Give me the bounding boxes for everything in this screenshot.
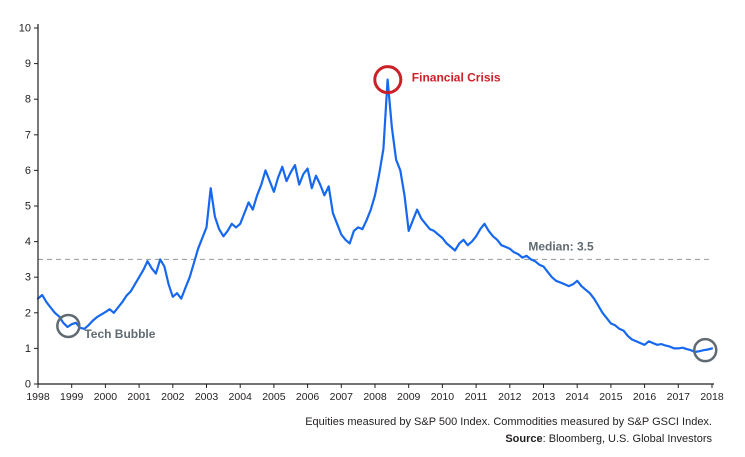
- x-tick-label: 1998: [26, 391, 50, 403]
- y-tick-label: 4: [25, 236, 31, 248]
- x-tick-label: 2002: [161, 391, 185, 403]
- source-line: Source: Bloomberg, U.S. Global Investors: [305, 431, 712, 448]
- measurement-note: Equities measured by S&P 500 Index. Comm…: [305, 416, 712, 428]
- annotation-circle: [373, 65, 403, 95]
- x-tick-label: 2007: [330, 391, 354, 403]
- x-tick-label: 2009: [397, 391, 421, 403]
- median-label: Median: 3.5: [528, 239, 594, 253]
- x-tick-label: 2005: [262, 391, 286, 403]
- x-tick-label: 2010: [431, 391, 455, 403]
- annotation-label: Tech Bubble: [84, 327, 155, 341]
- y-tick-label: 8: [25, 94, 31, 106]
- y-tick-label: 10: [19, 23, 31, 35]
- y-tick-label: 7: [25, 129, 31, 141]
- y-tick-label: 2: [25, 307, 31, 319]
- x-tick-label: 2017: [667, 391, 691, 403]
- annotation-label: Financial Crisis: [412, 71, 501, 85]
- y-tick-label: 6: [25, 165, 31, 177]
- x-tick-label: 2012: [498, 391, 522, 403]
- y-tick-label: 3: [25, 272, 31, 284]
- x-tick-label: 2008: [363, 391, 387, 403]
- x-tick-label: 2001: [127, 391, 151, 403]
- source-text: : Bloomberg, U.S. Global Investors: [542, 432, 712, 445]
- y-tick-label: 5: [25, 201, 31, 213]
- x-tick-label: 2004: [229, 391, 253, 403]
- x-tick-label: 2013: [532, 391, 556, 403]
- x-tick-label: 2016: [633, 391, 657, 403]
- x-tick-label: 2011: [465, 391, 488, 403]
- x-tick-label: 2003: [195, 391, 219, 403]
- x-tick-label: 1999: [60, 391, 84, 403]
- x-tick-label: 2018: [700, 391, 724, 403]
- x-tick-label: 2006: [296, 391, 320, 403]
- annotation-circle: [56, 313, 81, 339]
- chart-footnote: Equities measured by S&P 500 Index. Comm…: [305, 414, 712, 447]
- x-tick-label: 2014: [566, 391, 590, 403]
- y-tick-label: 9: [25, 58, 31, 70]
- annotation-circle: [693, 337, 718, 363]
- x-tick-label: 2015: [599, 391, 623, 403]
- x-tick-label: 2000: [94, 391, 118, 403]
- y-tick-label: 0: [25, 379, 31, 391]
- y-tick-label: 1: [25, 343, 31, 355]
- series-line: [36, 78, 714, 354]
- source-label: Source: [505, 432, 543, 445]
